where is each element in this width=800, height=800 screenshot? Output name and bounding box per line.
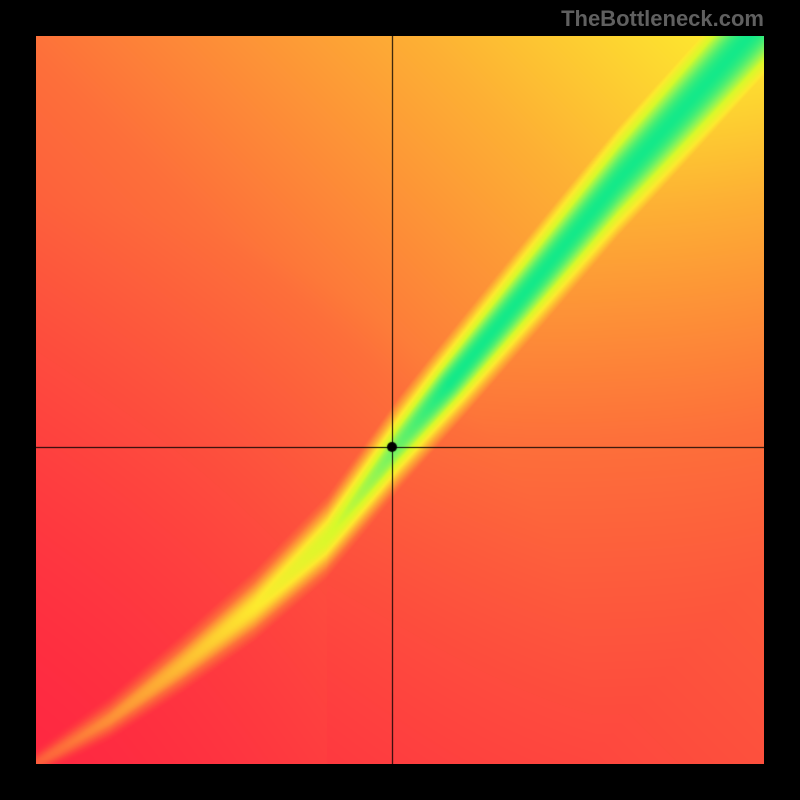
heatmap-canvas <box>36 36 764 764</box>
bottleneck-heatmap <box>36 36 764 764</box>
watermark-text: TheBottleneck.com <box>561 6 764 32</box>
